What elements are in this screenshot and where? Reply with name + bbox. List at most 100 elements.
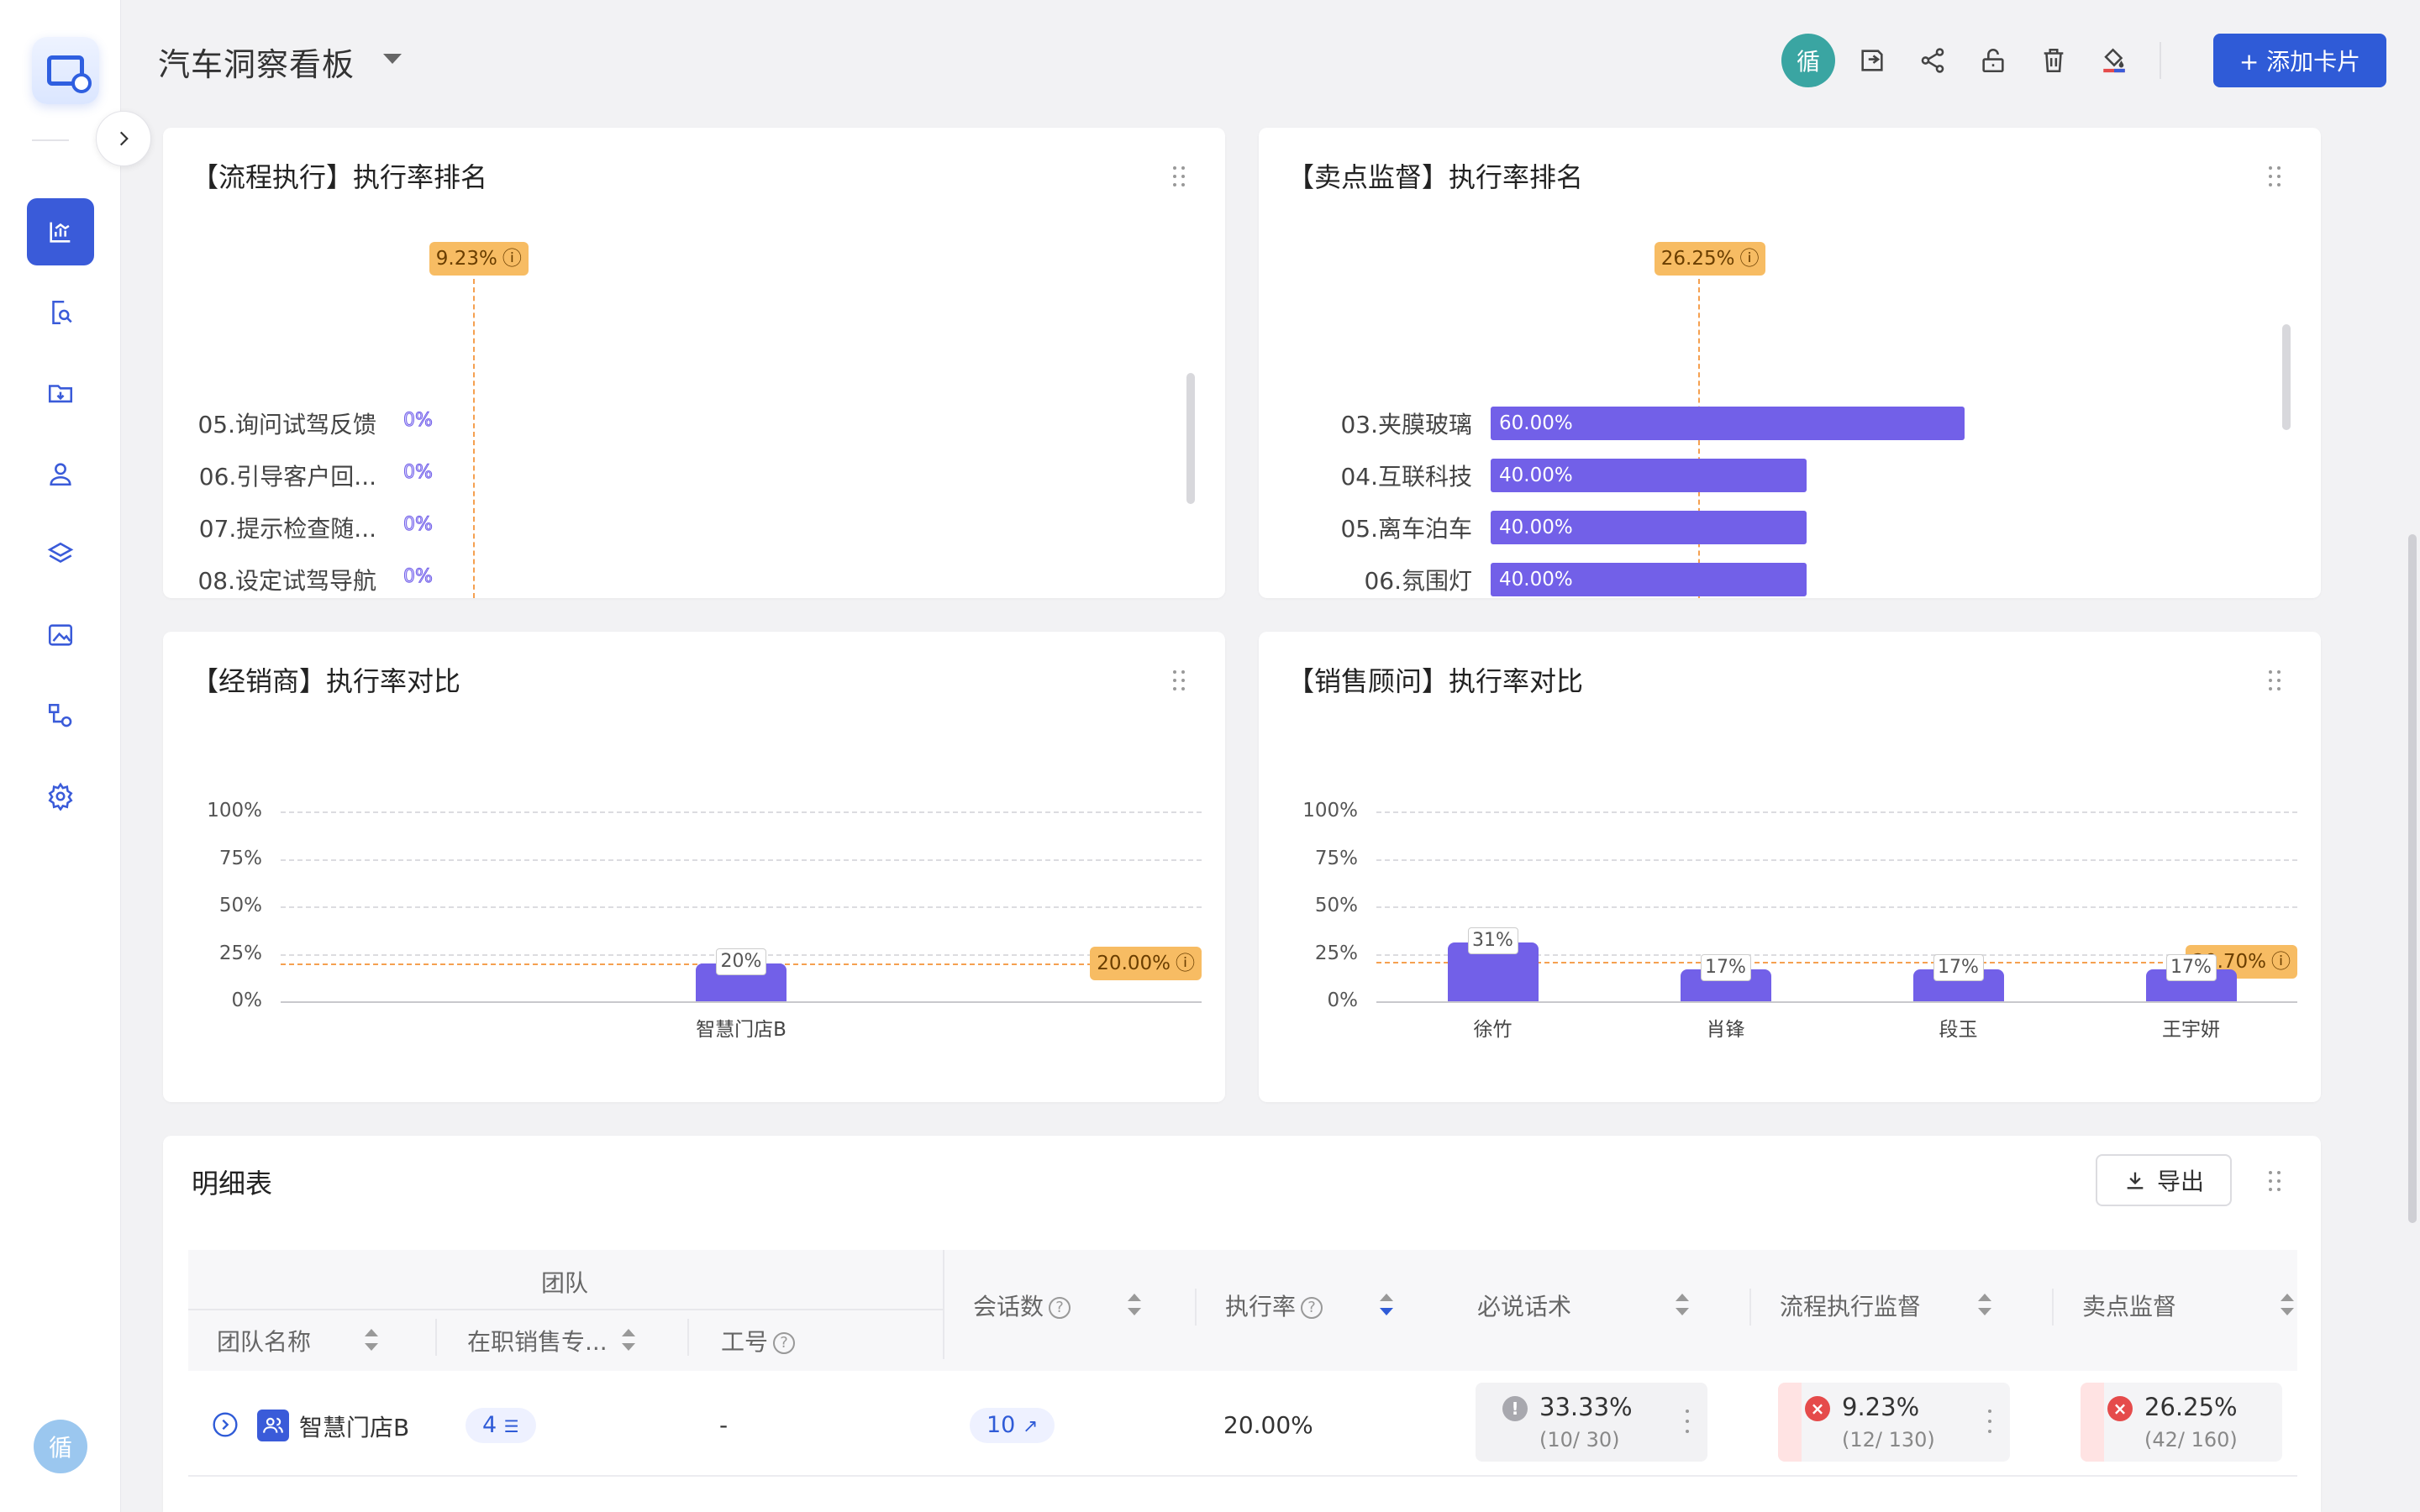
folder-icon[interactable] [27, 360, 94, 427]
average-tag[interactable]: 26.25% ⓘ [1654, 242, 1766, 276]
rank-bar[interactable]: 40.00% [1491, 563, 1807, 596]
add-card-button[interactable]: + 添加卡片 [2213, 34, 2386, 87]
more-icon[interactable] [1988, 1410, 1991, 1433]
drag-handle-icon[interactable] [2269, 1171, 2282, 1191]
help-icon[interactable]: ? [1049, 1297, 1071, 1319]
sidebar: 循 [0, 0, 121, 1512]
grid-line [1376, 811, 2297, 813]
app-logo[interactable] [32, 37, 99, 104]
x-category-label: 徐竹 [1473, 1019, 1512, 1041]
sidebar-expand-button[interactable] [96, 111, 151, 166]
y-tick-label: 75% [218, 847, 262, 869]
process-metric[interactable]: × 9.23% (12/ 130) [1778, 1383, 2010, 1462]
user-avatar[interactable]: 循 [34, 1420, 87, 1473]
average-tag[interactable]: 20.00% ⓘ [1090, 946, 1202, 980]
y-tick-label: 0% [231, 990, 263, 1011]
advisor-compare-card: 【销售顾问】执行率对比 100% 75% 50% 25% 0% 20.70% ⓘ 31% 徐竹 1… [1259, 632, 2321, 1102]
col-employee-id[interactable]: 工号? [721, 1324, 796, 1357]
unlock-icon[interactable] [1975, 42, 2012, 79]
dashboard-icon[interactable] [27, 198, 94, 265]
sort-icon[interactable] [1128, 1294, 1141, 1315]
rank-label: 07.提示检查随... [198, 515, 376, 543]
col-selling-monitor[interactable]: 卖点监督 [2082, 1293, 2177, 1320]
y-tick-label: 0% [1327, 990, 1359, 1011]
download-icon [2127, 1172, 2144, 1189]
average-line [472, 279, 475, 598]
y-tick-label: 100% [1302, 800, 1358, 822]
table-row[interactable]: 智慧门店B 4 ☰ - 10 ↗ 20.00% ! 33.33% (10/ 30… [163, 1373, 2321, 1477]
average-value: 26.25% [1660, 248, 1735, 270]
expand-row-icon[interactable] [212, 1411, 239, 1438]
export-label: 导出 [2156, 1168, 2204, 1195]
col-must-say[interactable]: 必说话术 [1477, 1293, 1572, 1320]
save-icon[interactable] [1854, 42, 1891, 79]
column-value-label: 31% [1467, 927, 1518, 954]
x-category-label: 肖锋 [1706, 1019, 1745, 1041]
export-button[interactable]: 导出 [2096, 1154, 2232, 1206]
logo-icon [47, 55, 92, 93]
drag-handle-icon[interactable] [1173, 166, 1186, 186]
layers-icon[interactable] [27, 521, 94, 588]
rank-label: 03.夹膜玻璃 [1340, 411, 1472, 438]
sort-icon[interactable] [622, 1329, 635, 1351]
help-icon[interactable]: ? [1301, 1297, 1323, 1319]
y-tick-label: 25% [218, 942, 262, 964]
search-doc-icon[interactable] [27, 279, 94, 346]
y-tick-label: 100% [207, 800, 262, 822]
col-team-name[interactable]: 团队名称 [217, 1328, 312, 1356]
page-scrollbar[interactable] [2408, 534, 2417, 1223]
sort-icon[interactable] [2281, 1294, 2294, 1315]
x-category-label: 智慧门店B [696, 1019, 786, 1041]
rank-label: 08.设定试驾导航 [197, 567, 376, 595]
sort-icon[interactable] [365, 1329, 378, 1351]
col-process-monitor[interactable]: 流程执行监督 [1780, 1293, 1922, 1320]
sessions-pill[interactable]: 10 ↗ [970, 1408, 1055, 1443]
delete-icon[interactable] [2035, 42, 2072, 79]
column-value-label: 20% [716, 948, 766, 975]
col-exec-rate[interactable]: 执行率? [1225, 1289, 1323, 1322]
sort-icon[interactable] [1676, 1294, 1689, 1315]
flow-icon[interactable] [27, 682, 94, 749]
col-sessions[interactable]: 会话数? [973, 1289, 1071, 1322]
rank-bar[interactable]: 40.00% [1491, 459, 1807, 492]
x-axis-line [1376, 1001, 2297, 1003]
average-tag[interactable]: 9.23% ⓘ [429, 242, 529, 276]
card-scrollbar[interactable] [2282, 324, 2291, 430]
card-title: 【销售顾问】执行率对比 [1287, 665, 1584, 697]
selling-metric[interactable]: × 26.25% (42/ 160) [2081, 1383, 2282, 1462]
drag-handle-icon[interactable] [2269, 166, 2282, 186]
image-icon[interactable] [27, 601, 94, 669]
error-icon: × [2107, 1396, 2133, 1421]
user-icon[interactable] [27, 440, 94, 507]
header-divider [2160, 42, 2161, 79]
drag-handle-icon[interactable] [1173, 670, 1186, 690]
average-value: 20.00% [1097, 952, 1171, 974]
sales-count-pill[interactable]: 4 ☰ [466, 1408, 536, 1443]
rank-label: 05.询问试驾反馈 [197, 411, 376, 438]
theme-icon[interactable] [2096, 42, 2133, 79]
more-icon[interactable] [1686, 1410, 1689, 1433]
settings-icon[interactable] [27, 763, 94, 830]
title-dropdown-icon[interactable] [383, 54, 402, 64]
rank-bar-zero-label: 0% [403, 514, 434, 536]
card-title: 【经销商】执行率对比 [192, 665, 461, 697]
rank-bar-zero-label: 0% [403, 462, 434, 484]
list-search-icon: ☰ [503, 1416, 519, 1436]
rank-bar[interactable]: 40.00% [1491, 511, 1807, 544]
sort-desc-icon[interactable] [1380, 1294, 1393, 1315]
team-name[interactable]: 智慧门店B [299, 1414, 410, 1441]
share-icon[interactable] [1914, 42, 1951, 79]
col-sales-count[interactable]: 在职销售专... [467, 1328, 608, 1356]
drag-handle-icon[interactable] [2269, 670, 2282, 690]
card-scrollbar[interactable] [1186, 373, 1195, 504]
rank-bar[interactable]: 60.00% [1491, 407, 1965, 440]
must-say-metric[interactable]: ! 33.33% (10/ 30) [1476, 1383, 1707, 1462]
y-tick-label: 75% [1314, 847, 1358, 869]
header-avatar[interactable]: 循 [1781, 34, 1835, 87]
sort-icon[interactable] [1978, 1294, 1991, 1315]
help-icon[interactable]: ? [773, 1332, 796, 1354]
grid-line [1376, 858, 2297, 861]
average-value: 9.23% [435, 248, 497, 270]
rank-bar-zero-label: 0% [403, 566, 434, 588]
y-tick-label: 25% [1314, 942, 1358, 964]
